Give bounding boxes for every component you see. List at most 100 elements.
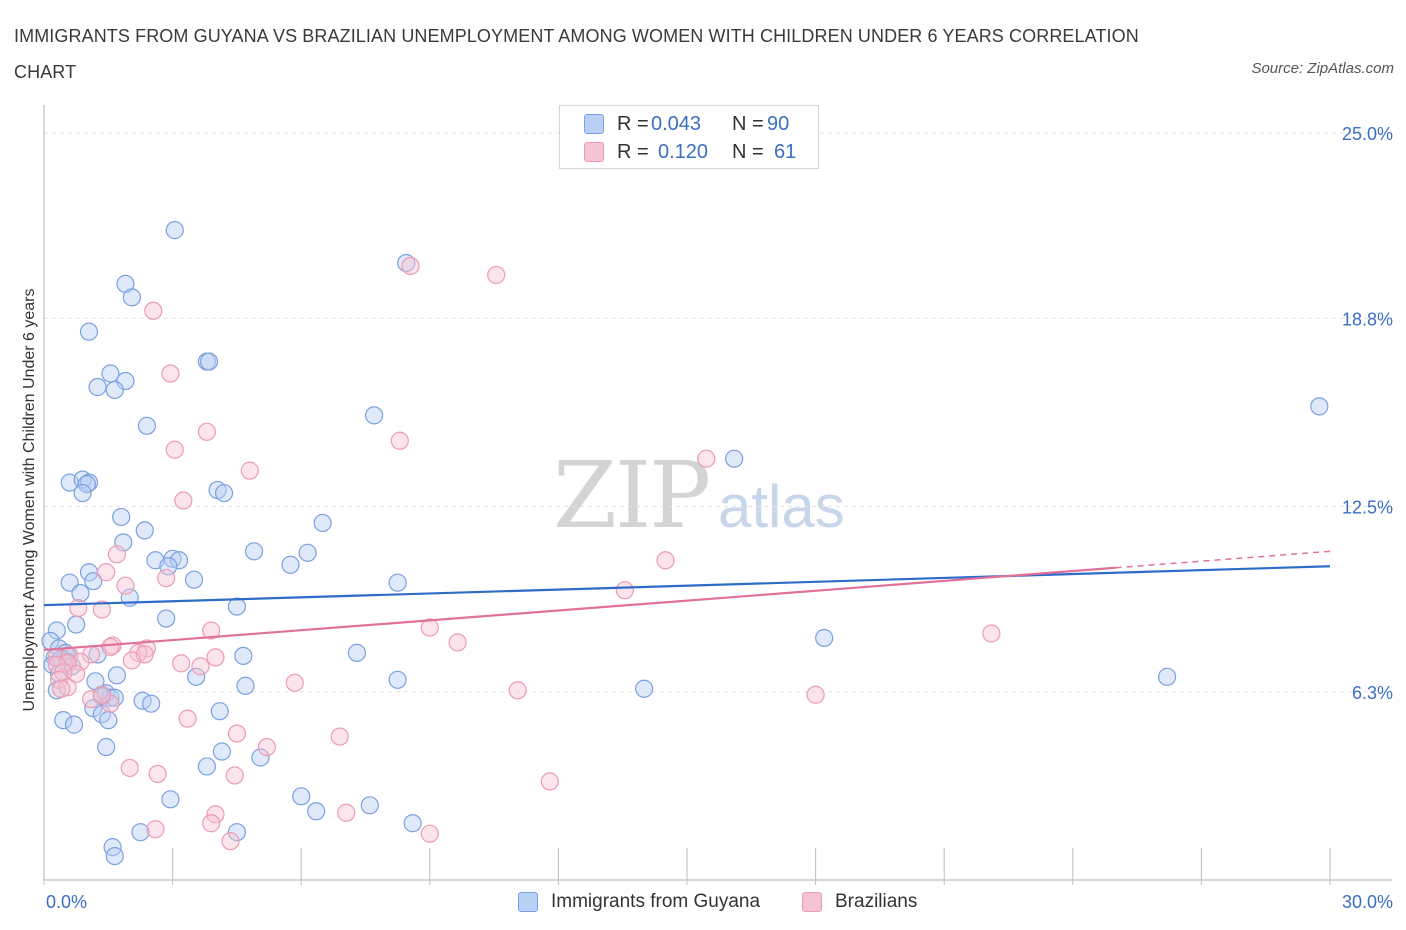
- point-brazilians: [144, 301, 163, 320]
- legend-label-brazilians: Brazilians: [835, 891, 918, 912]
- point-guyana: [73, 483, 92, 503]
- point-guyana: [71, 584, 90, 603]
- tick-labels: 6.3% 12.5% 18.8% 25.0% 0.0% 30.0%: [46, 124, 1393, 912]
- point-brazilians: [161, 364, 180, 383]
- point-brazilians: [401, 256, 420, 276]
- legend-n-value: 90: [767, 113, 790, 135]
- point-brazilians: [982, 624, 1001, 643]
- point-guyana: [347, 643, 367, 663]
- point-brazilians: [206, 648, 225, 667]
- point-guyana: [88, 377, 107, 397]
- point-guyana: [360, 796, 379, 815]
- point-brazilians: [82, 690, 101, 709]
- point-guyana: [122, 288, 141, 307]
- point-brazilians: [337, 803, 356, 822]
- trend-line-guyana: [43, 565, 1331, 607]
- legend-swatch-brazilians: [802, 892, 822, 912]
- point-brazilians: [257, 737, 277, 757]
- point-guyana: [67, 615, 86, 634]
- trend-line-brazilians-extension: [1115, 550, 1331, 569]
- legend-swatch-guyana: [584, 114, 604, 134]
- point-brazilians: [197, 422, 216, 441]
- point-brazilians: [97, 563, 116, 582]
- y-tick-label: 12.5%: [1342, 498, 1393, 518]
- point-brazilians: [148, 764, 167, 784]
- point-guyana: [84, 572, 103, 591]
- legend-swatch-guyana: [518, 892, 538, 912]
- point-guyana: [131, 823, 150, 842]
- point-brazilians: [129, 643, 148, 663]
- point-brazilians: [806, 685, 825, 704]
- legend-swatch-brazilians: [584, 142, 604, 162]
- point-guyana: [313, 513, 332, 533]
- point-brazilians: [206, 805, 225, 824]
- point-brazilians: [202, 621, 221, 640]
- x-tick-label: 0.0%: [46, 892, 87, 912]
- point-guyana: [187, 667, 206, 686]
- point-brazilians: [330, 727, 349, 746]
- point-guyana: [403, 814, 422, 833]
- point-guyana: [79, 322, 99, 341]
- point-guyana: [298, 543, 317, 562]
- point-brazilians: [656, 551, 675, 570]
- legend-n-value: 61: [774, 141, 797, 163]
- legend-r-value: 0.120: [658, 141, 709, 163]
- point-brazilians: [697, 449, 716, 468]
- point-brazilians: [107, 545, 126, 564]
- legend-label-guyana: Immigrants from Guyana: [551, 891, 761, 912]
- point-guyana: [97, 737, 116, 757]
- point-guyana: [184, 570, 204, 589]
- point-brazilians: [285, 673, 304, 692]
- point-guyana: [210, 702, 229, 721]
- point-brazilians: [157, 569, 176, 588]
- point-guyana: [197, 757, 216, 776]
- point-guyana: [169, 551, 189, 570]
- point-guyana: [307, 802, 326, 821]
- point-brazilians: [101, 637, 120, 657]
- grid-lines: [44, 132, 1392, 693]
- point-guyana: [165, 221, 184, 240]
- point-brazilians: [165, 440, 184, 459]
- watermark-zip: ZIP: [553, 442, 711, 549]
- point-brazilians: [227, 724, 246, 743]
- point-guyana: [47, 621, 66, 640]
- point-brazilians: [540, 772, 559, 791]
- point-brazilians: [390, 431, 409, 450]
- point-guyana: [105, 380, 124, 400]
- point-guyana: [137, 416, 156, 435]
- chart-title: IMMIGRANTS FROM GUYANA VS BRAZILIAN UNEM…: [14, 26, 1139, 82]
- point-guyana: [142, 694, 161, 713]
- point-guyana: [725, 449, 744, 468]
- legend-n-label: N =: [732, 141, 764, 163]
- point-guyana: [112, 507, 131, 527]
- point-guyana: [157, 609, 176, 628]
- point-guyana: [227, 597, 246, 616]
- point-guyana: [388, 573, 407, 592]
- point-brazilians: [146, 820, 165, 839]
- point-brazilians: [191, 657, 210, 676]
- point-guyana: [99, 711, 118, 730]
- point-guyana: [199, 352, 219, 371]
- point-guyana: [236, 676, 255, 695]
- point-guyana: [135, 521, 154, 540]
- point-guyana: [292, 787, 311, 806]
- point-guyana: [251, 748, 270, 767]
- y-tick-label: 18.8%: [1342, 309, 1393, 329]
- series-brazilians-points: [47, 256, 1001, 851]
- trend-line-brazilians: [43, 566, 1116, 652]
- point-guyana: [107, 666, 126, 685]
- point-guyana: [244, 542, 264, 561]
- point-brazilians: [615, 581, 634, 600]
- axes: [43, 105, 1392, 885]
- point-guyana: [212, 742, 231, 761]
- point-brazilians: [47, 655, 66, 674]
- y-tick-label: 6.3%: [1352, 683, 1393, 703]
- point-brazilians: [420, 618, 439, 637]
- point-brazilians: [92, 600, 111, 619]
- point-brazilians: [120, 758, 139, 778]
- legend-r-label: R =: [617, 113, 649, 135]
- point-brazilians: [92, 685, 111, 704]
- point-guyana: [281, 555, 300, 574]
- point-brazilians: [69, 598, 88, 618]
